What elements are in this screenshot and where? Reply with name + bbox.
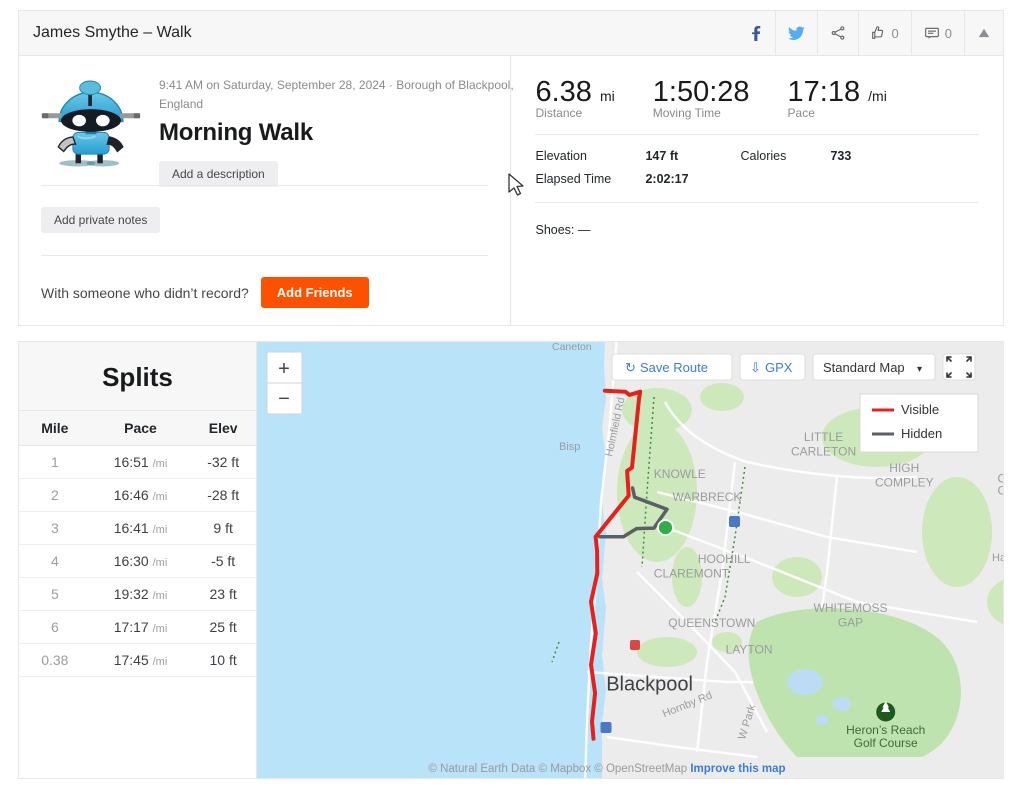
svg-text:−: − [278,388,290,410]
svg-text:⇩: ⇩ [750,360,761,375]
svg-text:COMPLEY: COMPLEY [875,475,934,489]
svg-text:Heron’s Reach: Heron’s Reach [846,723,925,737]
svg-text:HIGH: HIGH [889,461,919,475]
svg-text:↻: ↻ [625,360,636,375]
svg-text:Blackpool: Blackpool [606,674,693,696]
svg-text:Hardh: Hardh [992,552,1003,564]
svg-text:Golf Course: Golf Course [854,736,918,750]
svg-text:GPX: GPX [765,360,793,375]
svg-text:Caneton: Caneton [552,342,592,353]
svg-text:HOOHILL: HOOHILL [698,552,751,566]
svg-text:Save Route: Save Route [640,360,708,375]
svg-text:LITTLE: LITTLE [804,430,843,444]
svg-text:KNOWLE: KNOWLE [654,467,706,481]
svg-text:Visible: Visible [901,402,939,417]
svg-text:GAP: GAP [838,615,863,629]
svg-text:▾: ▾ [917,364,922,375]
svg-text:CAR: CAR [998,484,1004,498]
svg-text:QUEENSTOWN: QUEENSTOWN [668,616,755,630]
svg-text:Hidden: Hidden [901,426,942,441]
svg-text:CLAREMONT: CLAREMONT [654,567,730,581]
svg-text:WHITEMOSS: WHITEMOSS [814,601,888,615]
svg-text:© Natural Earth Data © Mapbox: © Natural Earth Data © Mapbox © OpenStre… [428,763,785,775]
svg-text:Standard Map: Standard Map [823,360,905,375]
svg-text:Bisp: Bisp [559,441,580,453]
svg-text:WARBRECK: WARBRECK [673,490,742,504]
svg-text:CARLETON: CARLETON [791,444,856,458]
svg-text:+: + [278,358,290,380]
svg-text:LAYTON: LAYTON [726,642,773,656]
